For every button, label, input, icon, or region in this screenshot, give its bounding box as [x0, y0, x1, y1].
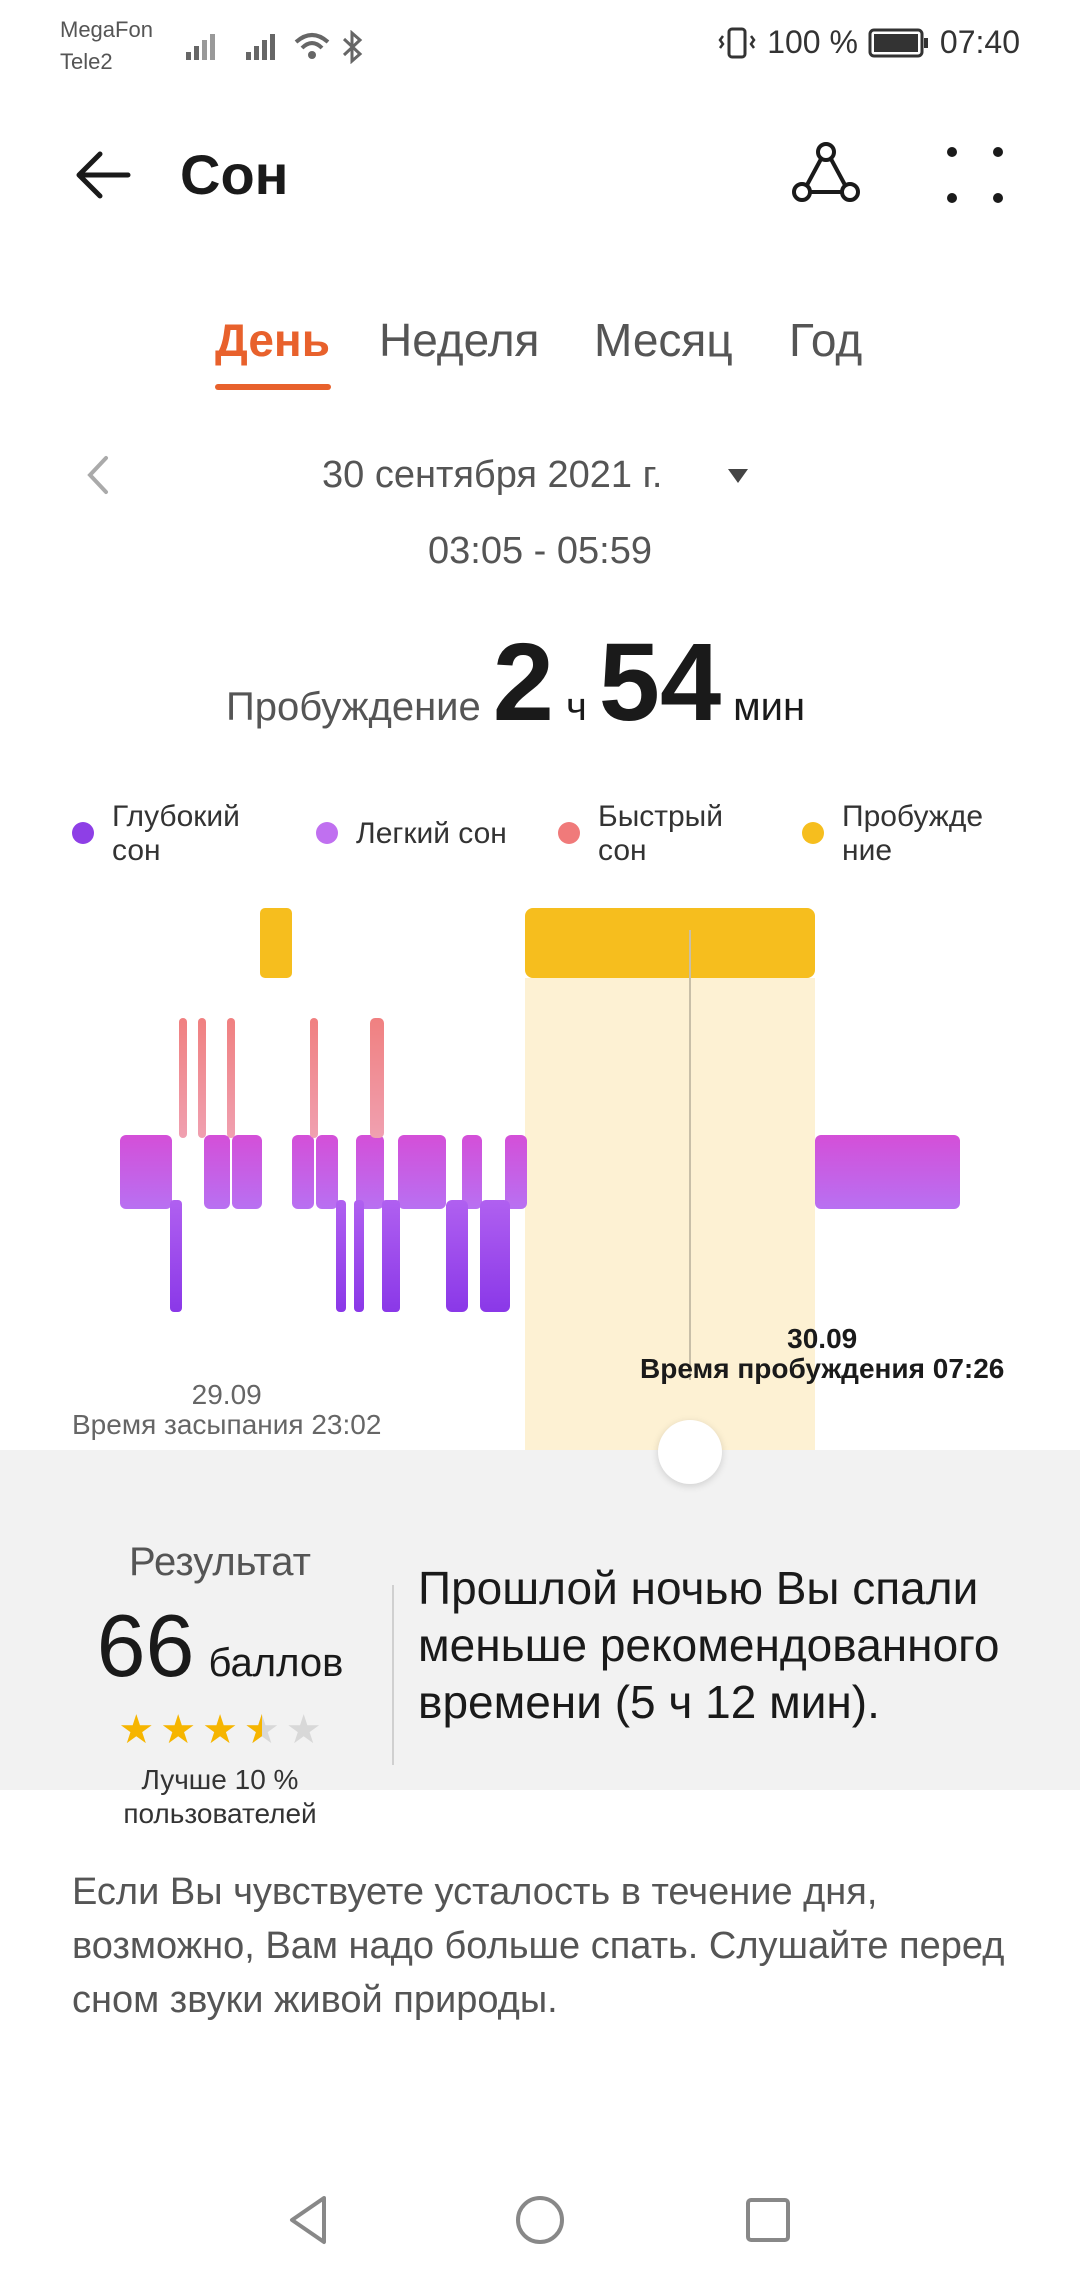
result-message: Прошлой ночью Вы спали меньше рекомендов… — [418, 1560, 1018, 1731]
star-rating: ★ ★ ★ ★★ ★ — [70, 1707, 370, 1753]
battery-icon — [868, 27, 930, 59]
light-segment — [815, 1135, 960, 1209]
share-icon[interactable] — [790, 140, 860, 210]
tab-year[interactable]: Год — [789, 310, 862, 370]
caret-down-icon[interactable] — [726, 466, 750, 486]
legend-dot-deep — [72, 822, 94, 844]
wake-time: Время пробуждения 07:26 — [640, 1354, 1004, 1384]
page-title: Сон — [180, 140, 288, 210]
more-icon[interactable] — [940, 140, 1010, 210]
legend-awake: Пробужде ние — [802, 800, 983, 868]
legend-dot-awake — [802, 822, 824, 844]
nav-recent-icon[interactable] — [738, 2190, 798, 2250]
status-bar: MegaFon Tele2 100 % 07:40 — [0, 0, 1080, 90]
legend-label-deep: Глубокий сон — [112, 800, 240, 868]
score-block: Результат 66 баллов ★ ★ ★ ★★ ★ Лучше 10 … — [70, 1540, 370, 1831]
rem-segment — [198, 1018, 206, 1138]
nav-back-icon[interactable] — [280, 2190, 340, 2250]
navigation-bar — [0, 2160, 1080, 2280]
rem-segment — [310, 1018, 318, 1138]
score-row: 66 баллов — [70, 1595, 370, 1697]
status-right: 100 % 07:40 — [717, 24, 1020, 61]
wake-label: 30.09 Время пробуждения 07:26 — [640, 1324, 1004, 1384]
bluetooth-icon — [338, 30, 366, 64]
star-icon: ★ — [202, 1707, 238, 1753]
awake-bar — [525, 908, 815, 978]
deep-segment — [446, 1200, 468, 1312]
nav-home-icon[interactable] — [510, 2190, 570, 2250]
legend-rem: Быстрый сон — [558, 800, 723, 868]
light-segment — [292, 1135, 314, 1209]
summary-label: Пробуждение — [226, 685, 481, 730]
better-line2: пользователей — [70, 1797, 370, 1831]
better-than: Лучше 10 % пользователей — [70, 1763, 370, 1831]
light-segment — [204, 1135, 230, 1209]
light-segment — [120, 1135, 172, 1209]
deep-segment — [170, 1200, 182, 1312]
tab-month[interactable]: Месяц — [594, 310, 733, 370]
awake-segment — [260, 908, 292, 978]
deep-segment — [336, 1200, 346, 1312]
tab-day[interactable]: День — [215, 310, 330, 370]
divider — [392, 1585, 394, 1765]
summary-minutes-unit: мин — [733, 685, 805, 730]
battery-percent: 100 % — [767, 24, 858, 61]
carrier-1: MegaFon — [60, 16, 153, 44]
tab-week[interactable]: Неделя — [379, 310, 539, 370]
awake-gap — [262, 978, 290, 1138]
summary-hours-unit: ч — [566, 685, 587, 730]
tab-indicator — [215, 384, 331, 390]
wake-date: 30.09 — [640, 1324, 1004, 1354]
score-unit: баллов — [209, 1641, 344, 1686]
star-icon: ★ — [160, 1707, 196, 1753]
awake-summary: Пробуждение 2 ч 54 мин — [226, 628, 805, 748]
score-title: Результат — [70, 1540, 370, 1585]
legend-light: Легкий сон — [316, 800, 507, 868]
deep-segment — [480, 1200, 510, 1312]
drag-handle[interactable] — [658, 1420, 722, 1484]
sleep-start-time: Время засыпания 23:02 — [72, 1410, 381, 1440]
legend-label-awake: Пробужде ние — [842, 800, 983, 868]
rem-segment — [179, 1018, 187, 1138]
score-value: 66 — [97, 1595, 195, 1697]
deep-segment — [382, 1200, 400, 1312]
better-line1: Лучше 10 % — [70, 1763, 370, 1797]
legend-dot-rem — [558, 822, 580, 844]
app-bar: Сон — [0, 120, 1080, 230]
deep-segment — [354, 1200, 364, 1312]
sleep-start-label: 29.09 Время засыпания 23:02 — [72, 1380, 381, 1440]
half-star-icon: ★★ — [244, 1707, 280, 1753]
signal-icon — [184, 30, 224, 62]
arrow-left-icon[interactable] — [70, 140, 140, 210]
legend-deep: Глубокий сон — [72, 800, 240, 868]
star-empty-icon: ★ — [286, 1707, 322, 1753]
time-range: 03:05 - 05:59 — [0, 530, 1080, 573]
carrier-2: Tele2 — [60, 48, 113, 76]
date-selector: 30 сентября 2021 г. — [0, 450, 1080, 500]
advice-text: Если Вы чувствуете усталость в течение д… — [72, 1865, 1012, 2027]
sleep-start-date: 29.09 — [72, 1380, 381, 1410]
legend-label-rem: Быстрый сон — [598, 800, 723, 868]
chart-legend: Глубокий сон Легкий сон Быстрый сон Проб… — [0, 800, 1080, 880]
date-label[interactable]: 30 сентября 2021 г. — [322, 450, 662, 500]
period-tabs: День Неделя Месяц Год — [0, 310, 1080, 390]
vibrate-icon — [717, 26, 757, 60]
rem-segment — [370, 1018, 384, 1138]
star-icon: ★ — [118, 1707, 154, 1753]
summary-minutes: 54 — [599, 628, 721, 738]
chevron-left-icon[interactable] — [80, 450, 120, 500]
clock: 07:40 — [940, 24, 1020, 61]
light-segment — [316, 1135, 338, 1209]
light-segment — [232, 1135, 262, 1209]
light-segment — [462, 1135, 482, 1209]
light-segment — [505, 1135, 527, 1209]
legend-label-light: Легкий сон — [356, 800, 507, 868]
summary-hours: 2 — [493, 628, 554, 738]
wifi-icon — [292, 30, 332, 62]
signal-icon-2 — [244, 30, 284, 62]
light-segment — [398, 1135, 446, 1209]
light-segment — [356, 1135, 384, 1209]
rem-segment — [227, 1018, 235, 1138]
legend-dot-light — [316, 822, 338, 844]
